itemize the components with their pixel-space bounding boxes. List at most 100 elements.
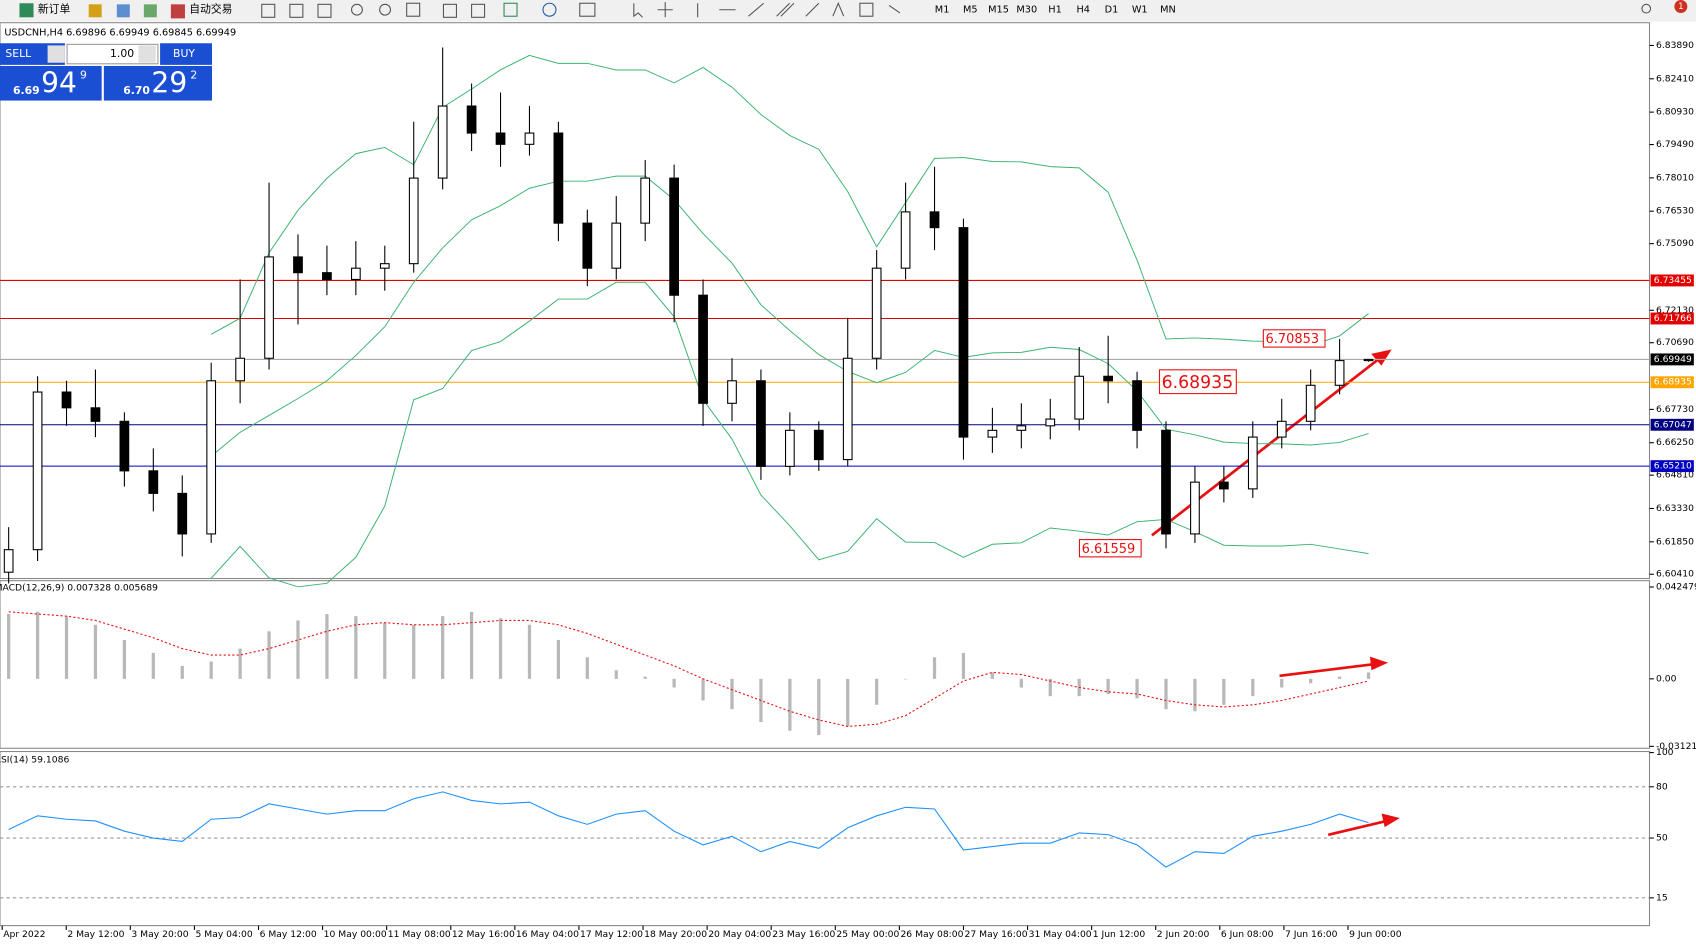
templates[interactable] — [579, 2, 596, 17]
macd-bar — [1164, 678, 1168, 710]
trendline[interactable] — [748, 2, 764, 17]
macd-bar — [1048, 678, 1052, 697]
arrows[interactable] — [888, 4, 901, 14]
timeframe-button[interactable]: M15 — [988, 5, 1009, 16]
tool-icon[interactable] — [406, 2, 421, 17]
x-tick-label: 23 May 16:00 — [772, 929, 835, 940]
new-order[interactable]: 新订单 — [38, 2, 71, 16]
text-tool[interactable] — [832, 1, 845, 17]
lot-value[interactable]: 1.00 — [110, 47, 134, 60]
candle-body — [32, 391, 43, 551]
cursor[interactable] — [633, 3, 643, 18]
zoom-out[interactable] — [379, 3, 392, 16]
macd-bar — [990, 672, 995, 679]
tool-icon[interactable] — [471, 3, 486, 18]
auto-trade[interactable]: 自动交易 — [189, 2, 232, 16]
timeframe-button[interactable]: D1 — [1105, 5, 1119, 16]
macd-bar — [412, 624, 416, 679]
y-tick-label: 6.64810 — [1656, 470, 1694, 481]
toolbar-icons — [261, 1, 1652, 18]
timeframe-button[interactable]: M5 — [963, 5, 978, 16]
fibo[interactable] — [805, 2, 820, 17]
x-tick-label: 20 May 04:00 — [708, 929, 771, 940]
candle-body — [1219, 481, 1229, 490]
macd-bar — [93, 624, 98, 679]
level-tag — [1650, 312, 1694, 325]
notification-count[interactable]: 1 — [1678, 2, 1684, 12]
y-tick-label: 0.042479 — [1656, 581, 1696, 592]
rsi-line — [8, 791, 1369, 868]
search[interactable] — [1641, 3, 1652, 14]
y-tick-label: 6.66250 — [1656, 437, 1694, 448]
notification-badge[interactable] — [1674, 0, 1688, 13]
crosshair[interactable] — [657, 2, 673, 18]
y-tick-label: 6.72130 — [1656, 305, 1694, 316]
candle-body — [437, 105, 448, 179]
tool-icon[interactable] — [143, 4, 157, 18]
channel[interactable] — [776, 2, 795, 17]
macd-bar — [1309, 678, 1313, 684]
annotation-box — [1158, 369, 1237, 395]
y-tick-label: 6.79490 — [1656, 139, 1694, 150]
timeframe-button[interactable]: H1 — [1048, 5, 1062, 16]
tool-icon[interactable] — [88, 4, 102, 18]
macd-bar — [267, 631, 271, 679]
sell-price-box[interactable] — [0, 65, 102, 101]
lot-field[interactable] — [66, 43, 159, 65]
buy-small: 2 — [190, 69, 197, 82]
x-tick-label: 3 May 20:00 — [131, 929, 188, 940]
y-tick-label: 6.60410 — [1656, 569, 1694, 580]
y-tick-label: 6.80930 — [1656, 107, 1694, 118]
x-tick-label: Apr 2022 — [3, 929, 45, 940]
macd-bar — [1251, 678, 1255, 697]
candle-body — [813, 429, 824, 461]
lot-down[interactable] — [47, 45, 65, 63]
x-tick-label: 6 May 12:00 — [260, 929, 317, 940]
tool-icon[interactable] — [442, 3, 457, 18]
x-tick-label: 31 May 04:00 — [1029, 929, 1092, 940]
tool-icon[interactable] — [289, 3, 304, 18]
macd-bar — [961, 652, 966, 679]
y-tick-label: 6.61850 — [1656, 536, 1694, 547]
auto-trade-icon[interactable] — [170, 4, 185, 19]
candle-body — [1074, 375, 1085, 420]
x-tick-label: 10 May 00:00 — [324, 929, 387, 940]
buy-button[interactable] — [160, 43, 212, 65]
level-tag — [1650, 418, 1694, 431]
indicators[interactable] — [503, 2, 518, 17]
candle-body — [958, 227, 969, 438]
macd-bar — [354, 616, 358, 679]
buy-label[interactable]: BUY — [173, 47, 195, 60]
candle-body — [1190, 481, 1200, 535]
new-order-icon[interactable] — [19, 3, 34, 18]
tool-icon[interactable] — [261, 3, 276, 18]
tool-icon[interactable] — [317, 3, 332, 18]
candle-body — [293, 256, 303, 274]
timeframe-button[interactable]: M1 — [935, 5, 950, 16]
buy-big: 29 — [151, 66, 187, 99]
lot-up[interactable] — [138, 45, 156, 63]
tool-icon[interactable] — [116, 4, 130, 18]
candle-body — [871, 267, 882, 359]
level-tag — [1650, 274, 1694, 287]
sell-label[interactable]: SELL — [5, 47, 31, 60]
y-tick-label: -0.031213 — [1656, 741, 1696, 752]
macd-bar — [585, 657, 589, 679]
y-tick-label: 100 — [1656, 747, 1674, 758]
toolbar: 新订单 自动交易 — [0, 0, 1696, 22]
timeframe-button[interactable]: W1 — [1132, 5, 1148, 16]
candle-body — [408, 177, 419, 265]
timeframe-button[interactable]: MN — [1160, 5, 1176, 16]
timeframe-button[interactable]: H4 — [1077, 5, 1091, 16]
macd-bar — [35, 611, 40, 679]
periods[interactable] — [542, 2, 557, 17]
macd-bar — [383, 622, 387, 679]
candle-body — [495, 132, 506, 145]
macd-bar — [180, 665, 184, 679]
timeframe-button[interactable]: M30 — [1016, 5, 1037, 16]
zoom-in[interactable] — [350, 3, 363, 16]
buy-price-box[interactable] — [103, 65, 212, 101]
level-tag — [1650, 353, 1694, 366]
label-tool[interactable] — [859, 2, 874, 17]
